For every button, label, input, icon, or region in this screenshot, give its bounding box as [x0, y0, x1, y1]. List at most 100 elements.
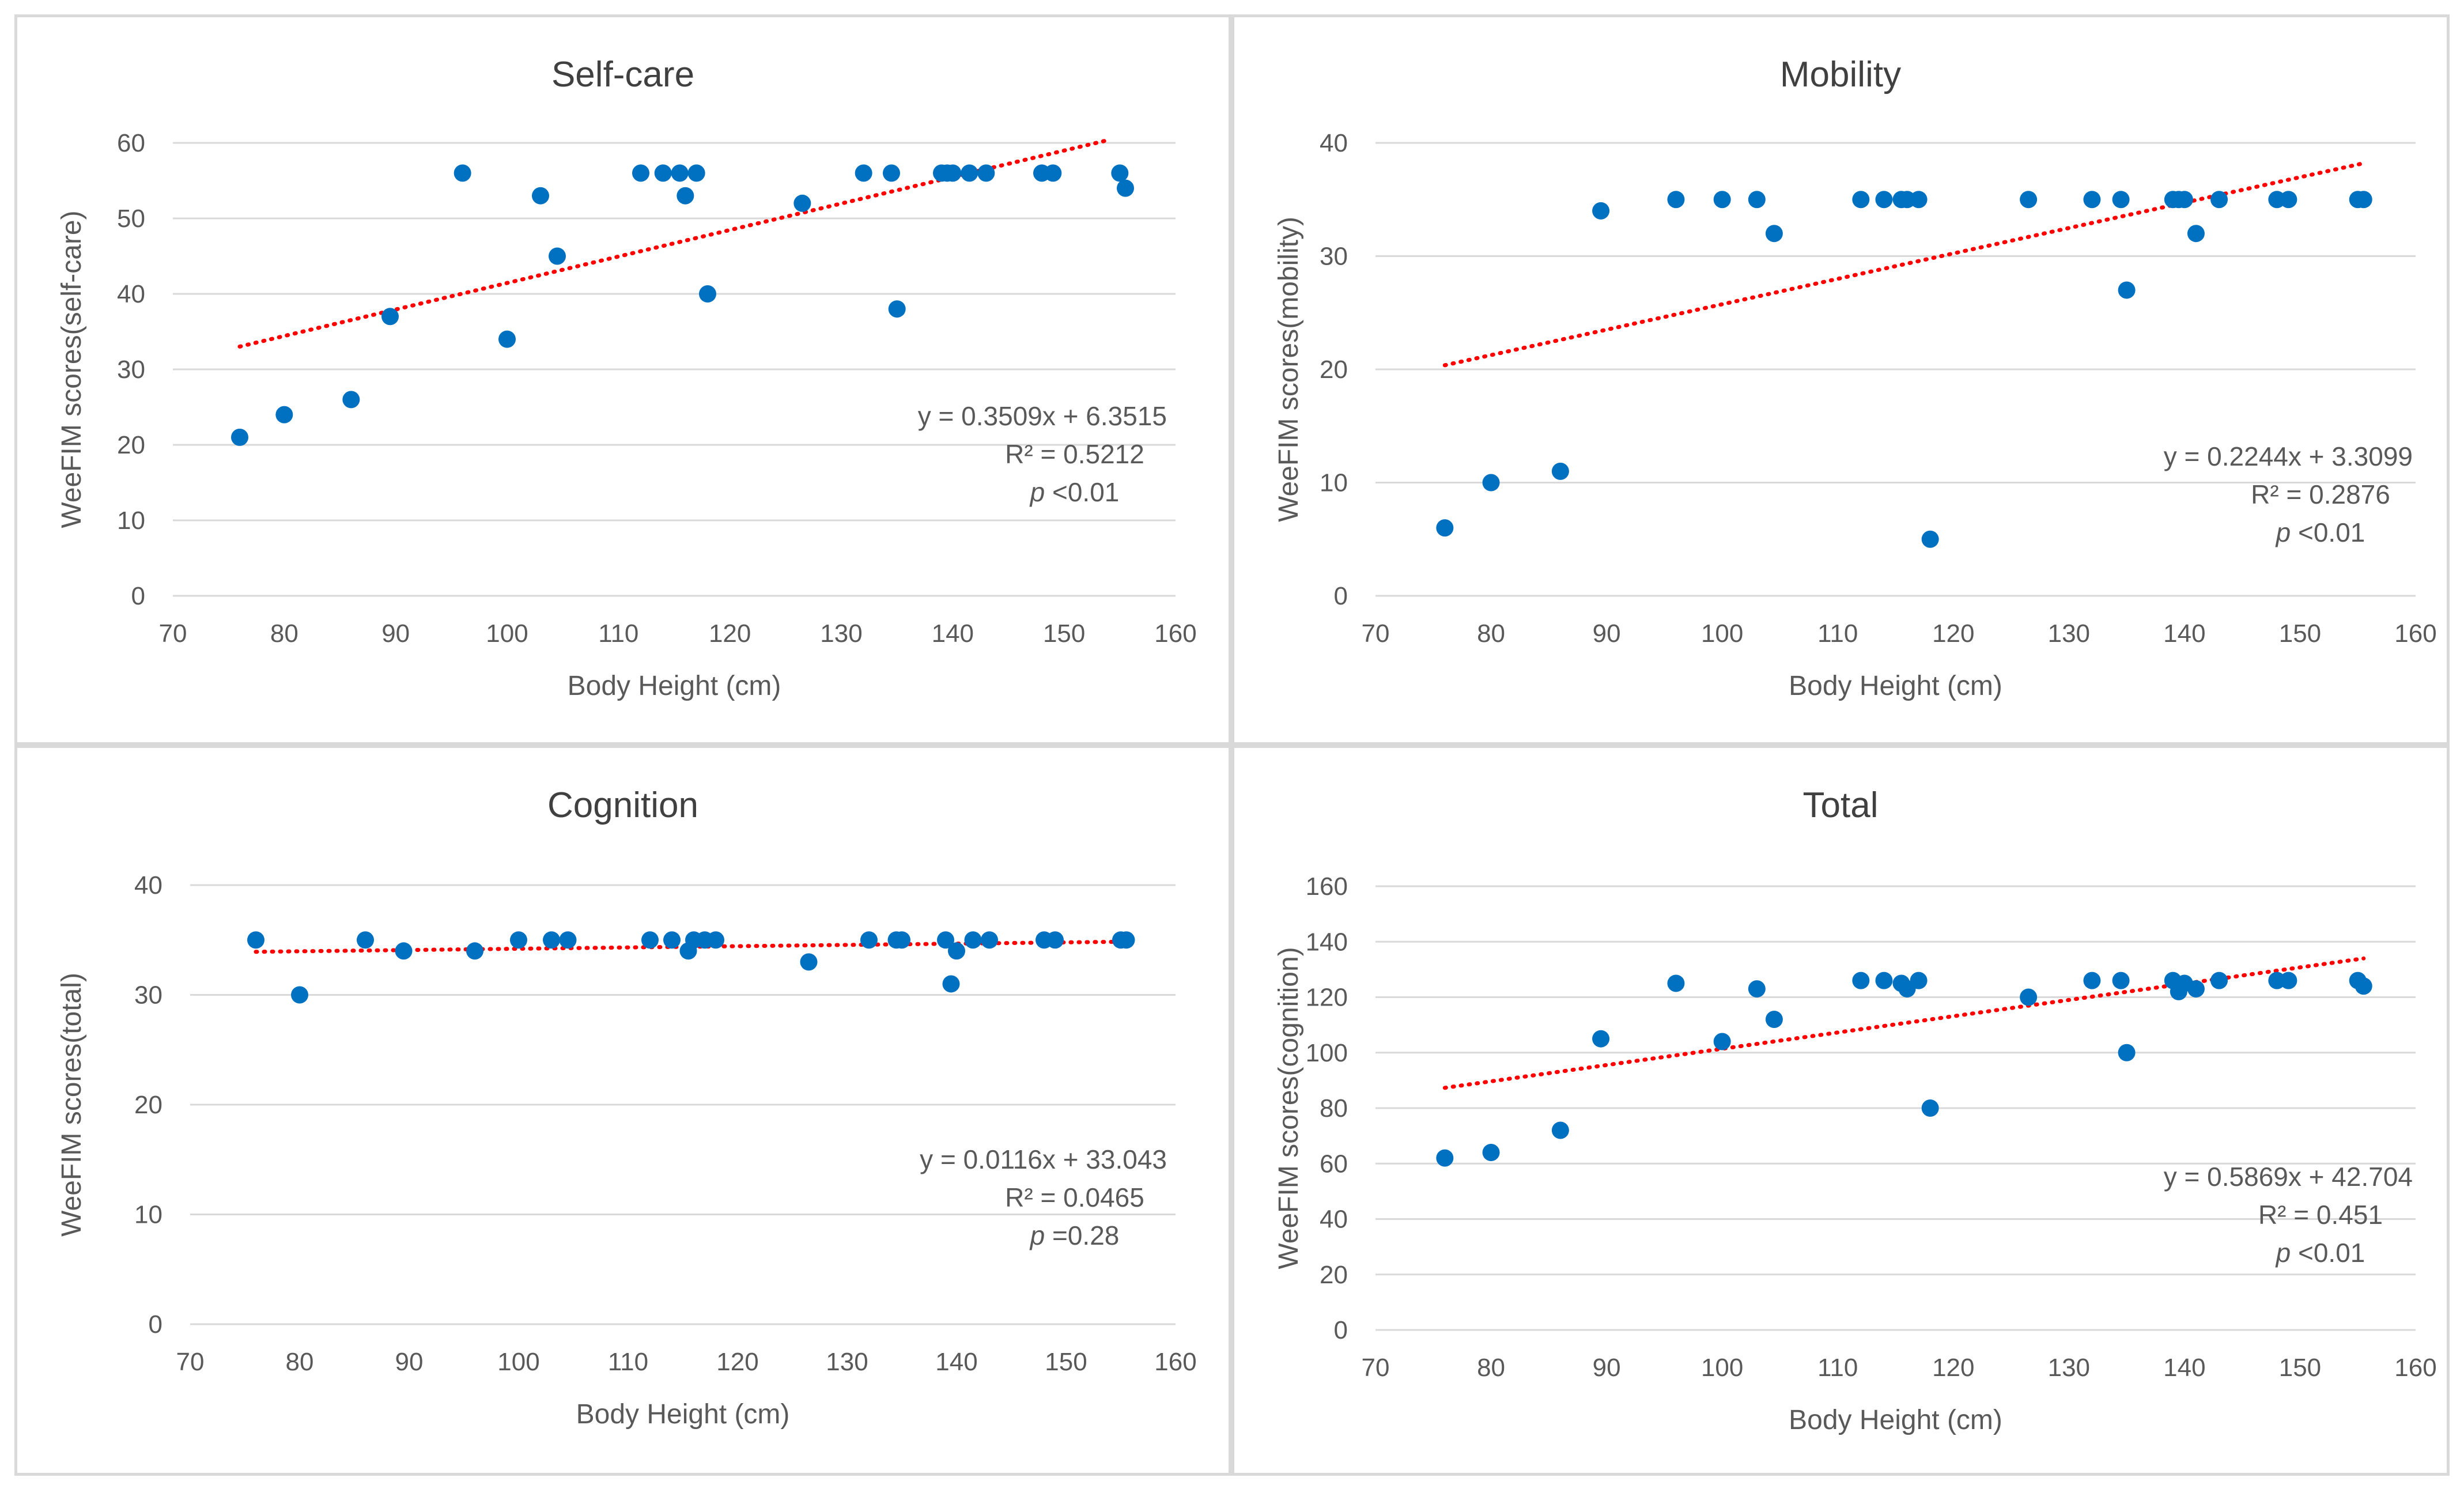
x-tick-label: 100: [1701, 1354, 1743, 1382]
y-tick-label: 160: [1306, 872, 1348, 901]
x-tick-label: 90: [395, 1348, 424, 1376]
data-point: [860, 931, 878, 949]
chart-panel-total: Total 0 20 40 60 80 100 120 140 160 70 80 90 100 110 12…: [1231, 745, 2450, 1476]
data-point: [964, 931, 982, 949]
data-point: [395, 942, 413, 960]
x-tick-label: 90: [1593, 1354, 1621, 1382]
x-tick-label: 80: [286, 1348, 314, 1376]
data-point: [1046, 931, 1064, 949]
x-tick-label: 140: [2163, 619, 2205, 648]
chart-mobility: Mobility 0 10 20 30 40 70 80 90 100 110 120 130 140 15…: [1273, 55, 2437, 701]
x-tick-label: 70: [159, 619, 187, 648]
y-tick-label: 10: [1320, 469, 1348, 497]
data-point: [549, 247, 566, 265]
data-point: [1117, 931, 1135, 949]
data-point: [1748, 191, 1766, 209]
data-point: [1436, 519, 1454, 537]
data-point: [1921, 1099, 1939, 1117]
data-point: [1852, 972, 1870, 989]
data-point: [855, 164, 872, 182]
x-axis-title: Body Height (cm): [1789, 671, 2002, 701]
data-point: [1482, 1144, 1500, 1161]
data-point: [247, 931, 264, 949]
x-tick-label: 110: [1817, 1354, 1858, 1382]
x-tick-label: 90: [1593, 619, 1621, 648]
x-tick-label: 140: [2163, 1354, 2205, 1382]
data-point: [2355, 191, 2372, 209]
x-tick-label: 120: [1932, 619, 1974, 648]
data-point: [1117, 179, 1134, 197]
x-axis-title: Body Height (cm): [576, 1399, 790, 1430]
y-tick-label: 0: [1334, 582, 1348, 610]
data-point: [699, 285, 716, 303]
x-tick-label: 130: [820, 619, 862, 648]
p-symbol: p: [1029, 1220, 1045, 1250]
y-tick-label: 60: [117, 129, 145, 157]
data-point: [942, 975, 960, 993]
x-tick-label: 110: [608, 1348, 648, 1376]
data-point: [961, 164, 978, 182]
chart-panel-self-care: Self-care 0 10 20 30 40 50 60 70 80 90 100 110 120 130…: [14, 14, 1231, 745]
x-tick-label: 110: [1817, 619, 1858, 648]
x-tick-label: 150: [1043, 619, 1085, 648]
chart-title: Total: [1803, 785, 1879, 825]
data-point: [944, 164, 962, 182]
data-point: [937, 931, 954, 949]
chart-panel-mobility: Mobility 0 10 20 30 40 70 80 90 100 110 120 130 140 15…: [1231, 14, 2450, 745]
p-threshold: <0.01: [2291, 517, 2365, 547]
data-point: [981, 931, 998, 949]
regression-equation: y = 0.3509x + 6.3515: [918, 401, 1167, 431]
y-tick-label: 0: [1334, 1316, 1348, 1344]
chart-title: Self-care: [551, 55, 694, 95]
trendline: [1442, 956, 2366, 1090]
x-tick-label: 160: [1154, 619, 1196, 648]
data-point: [275, 406, 293, 424]
x-tick-label: 80: [270, 619, 298, 648]
chart-self-care: Self-care 0 10 20 30 40 50 60 70 80 90 100 110 120 130…: [56, 55, 1197, 701]
data-point: [357, 931, 374, 949]
data-point: [1910, 972, 1928, 989]
data-point: [677, 187, 694, 205]
data-point: [1713, 191, 1731, 209]
chart-total: Total 0 20 40 60 80 100 120 140 160 70 80 90 100 110 12…: [1273, 785, 2437, 1435]
p-threshold: <0.01: [2291, 1238, 2365, 1268]
data-point: [2118, 281, 2136, 299]
data-point: [1765, 225, 1783, 243]
data-point: [663, 931, 681, 949]
data-point: [559, 931, 577, 949]
chart-panel-cognition: Cognition 0 10 20 30 40 70 80 90 100 110 120 130 140 1…: [14, 745, 1231, 1476]
data-point: [1875, 972, 1893, 989]
x-tick-label: 100: [486, 619, 528, 648]
p-threshold: =0.28: [1045, 1220, 1119, 1250]
chart-title: Mobility: [1780, 55, 1901, 95]
y-tick-label: 60: [1320, 1150, 1348, 1178]
y-tick-label: 30: [1320, 243, 1348, 271]
y-tick-label: 10: [117, 507, 145, 535]
r-squared: R² = 0.0465: [1005, 1182, 1144, 1212]
x-tick-label: 90: [381, 619, 410, 648]
p-symbol: p: [1029, 477, 1045, 507]
x-tick-label: 120: [709, 619, 751, 648]
data-point: [466, 942, 483, 960]
y-tick-label: 40: [117, 280, 145, 308]
x-tick-label: 150: [2279, 619, 2321, 648]
r-squared: R² = 0.5212: [1005, 439, 1144, 469]
data-point: [1667, 191, 1685, 209]
data-point: [342, 391, 360, 409]
y-tick-label: 40: [134, 871, 162, 900]
data-point: [1482, 474, 1500, 492]
data-point: [381, 308, 399, 326]
data-point: [641, 931, 659, 949]
x-tick-label: 130: [2048, 619, 2090, 648]
data-point: [800, 953, 818, 971]
data-point: [1875, 191, 1893, 209]
y-tick-label: 120: [1306, 984, 1348, 1012]
y-tick-label: 100: [1306, 1039, 1348, 1067]
y-axis-title: WeeFIM scores(cognition): [1273, 947, 1304, 1269]
x-tick-label: 160: [2394, 1354, 2436, 1382]
x-axis-title: Body Height (cm): [1789, 1405, 2002, 1435]
data-point: [2355, 977, 2372, 995]
data-point: [231, 428, 248, 446]
data-point: [893, 931, 910, 949]
regression-equation: y = 0.5869x + 42.704: [2164, 1162, 2413, 1192]
